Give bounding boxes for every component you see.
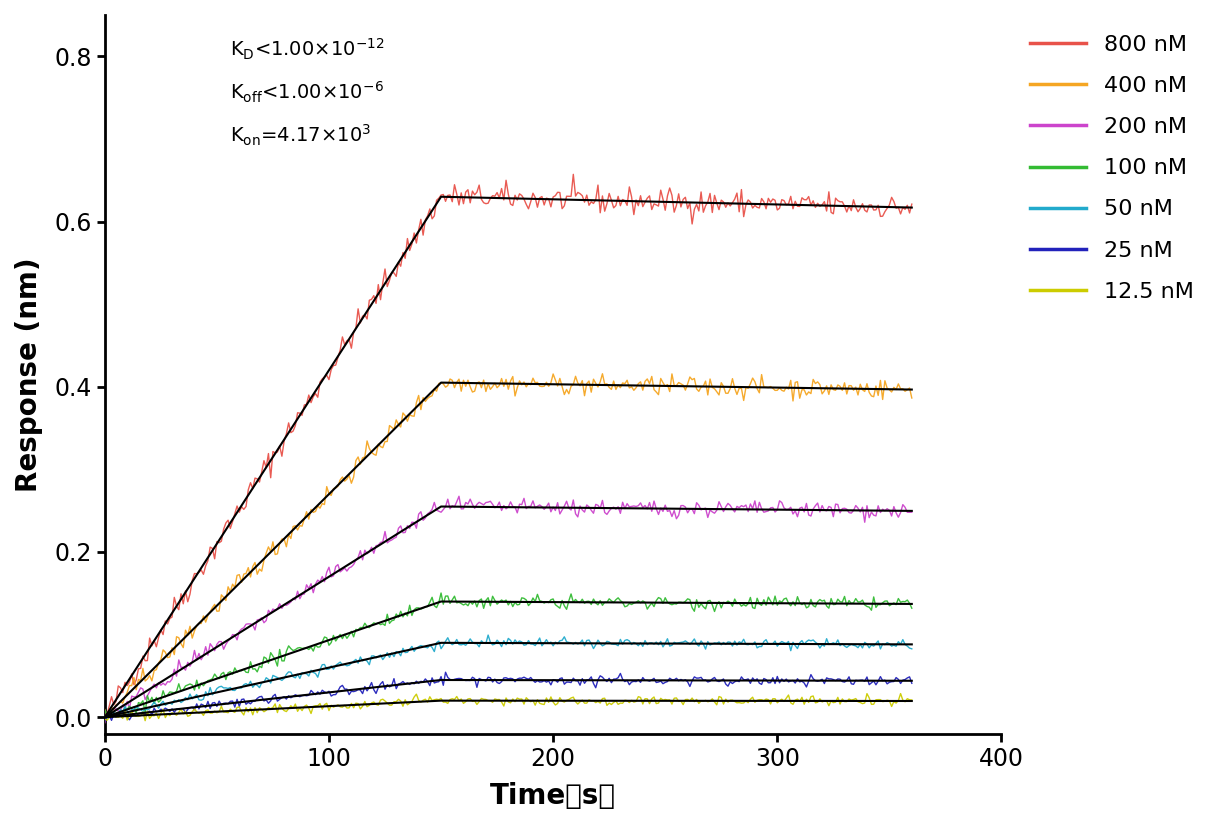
Text: K$_\mathrm{D}$<1.00×10$^{-12}$
K$_\mathrm{off}$<1.00×10$^{-6}$
K$_\mathrm{on}$=4: K$_\mathrm{D}$<1.00×10$^{-12}$ K$_\mathr… [230,36,385,148]
Y-axis label: Response (nm): Response (nm) [15,257,43,492]
Legend: 800 nM, 400 nM, 200 nM, 100 nM, 50 nM, 25 nM, 12.5 nM: 800 nM, 400 nM, 200 nM, 100 nM, 50 nM, 2… [1022,26,1202,310]
X-axis label: Time（s）: Time（s） [490,782,616,810]
